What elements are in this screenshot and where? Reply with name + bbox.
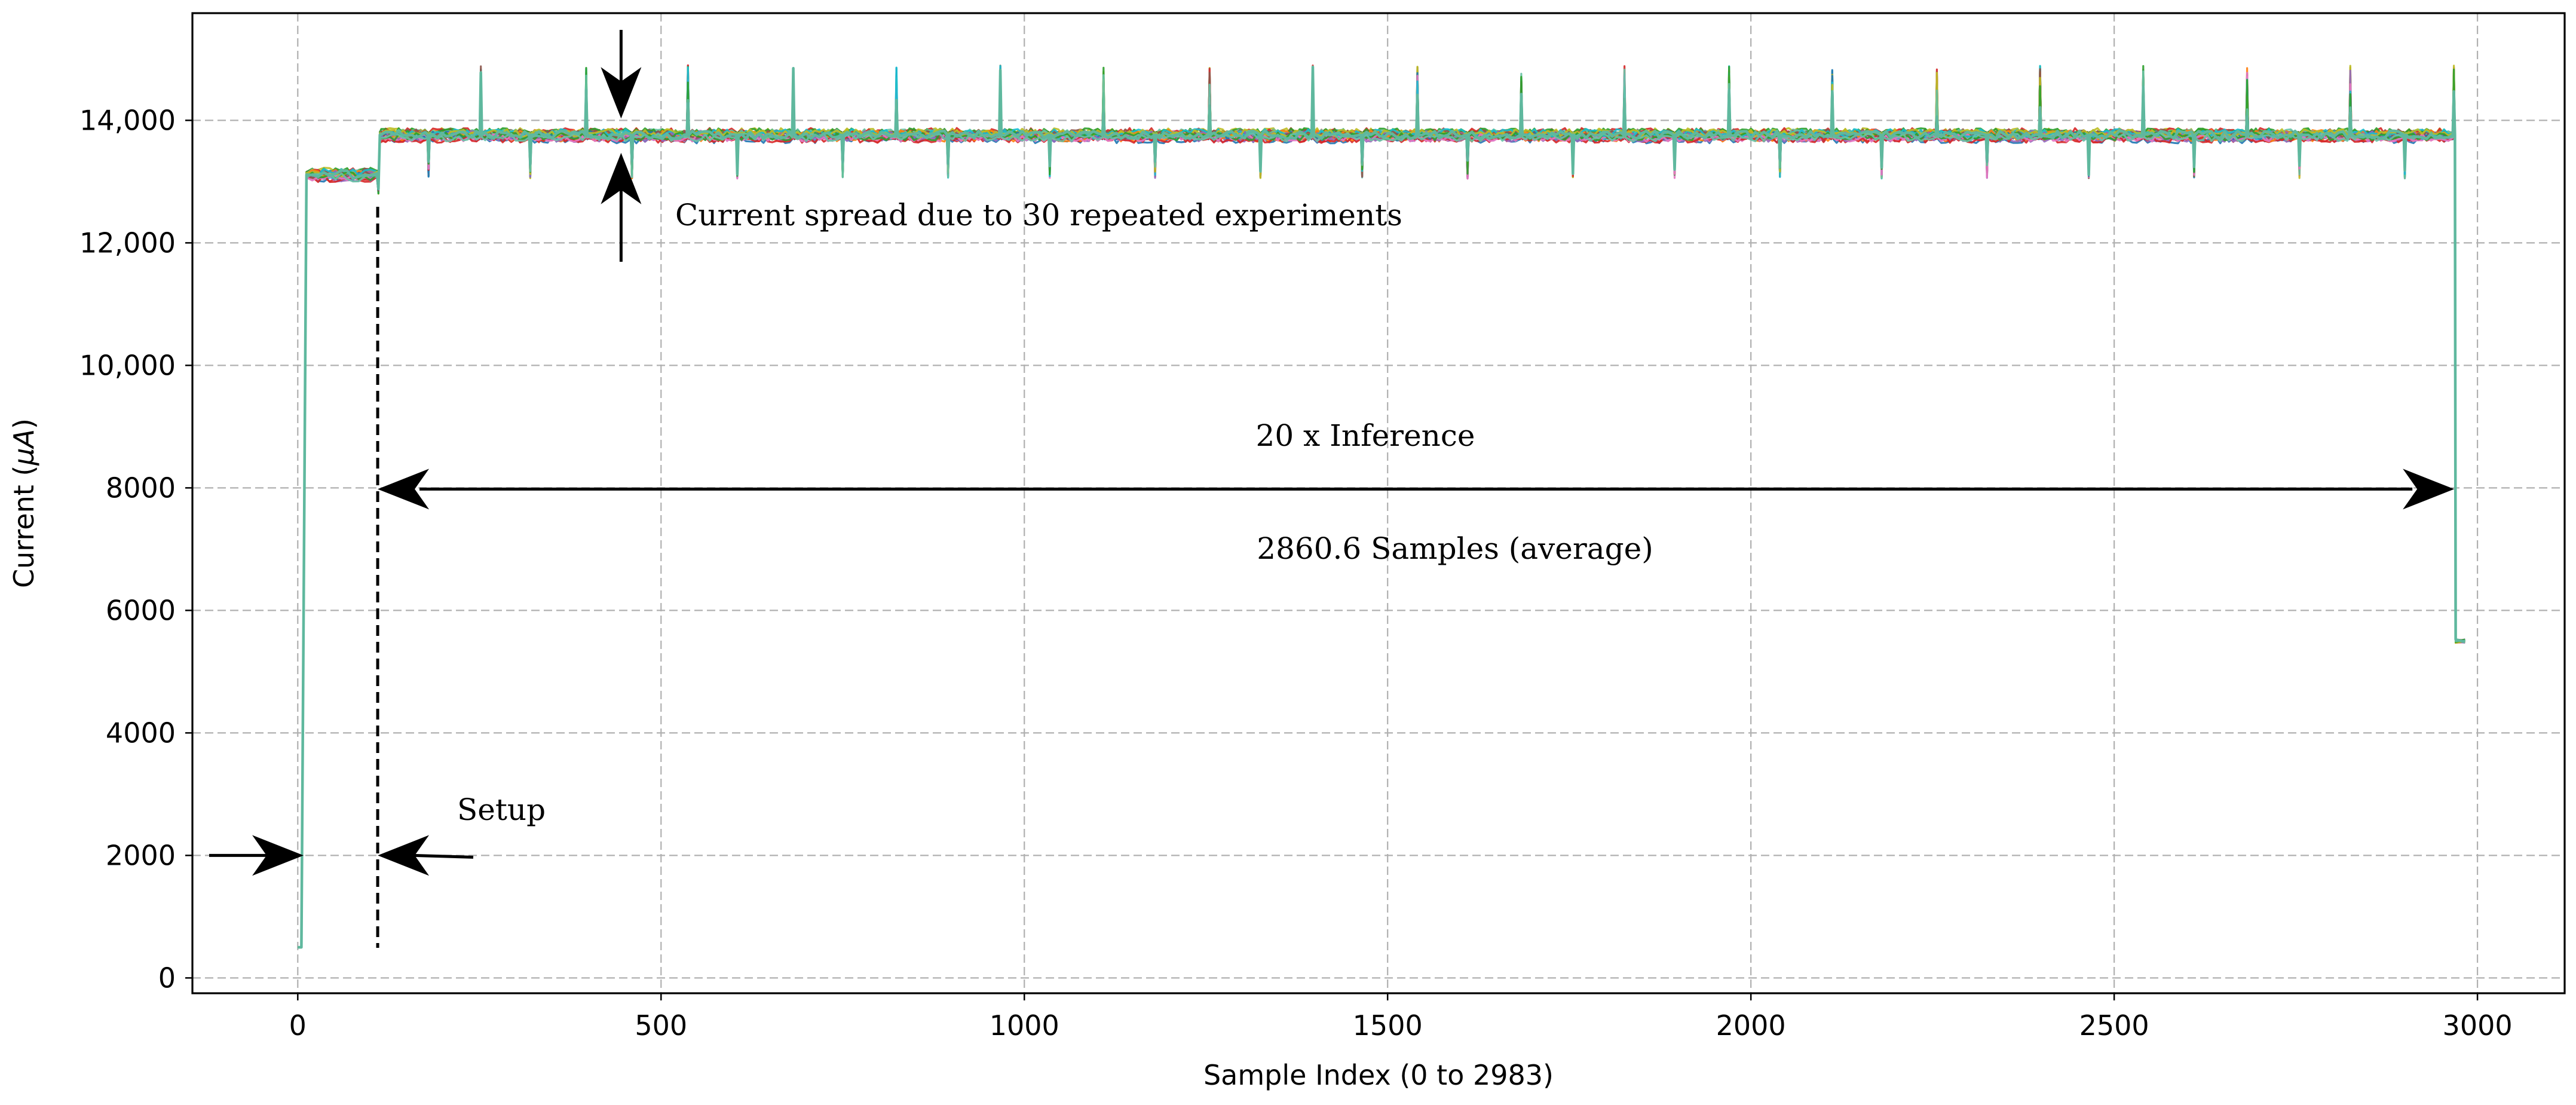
annotations: Current spread due to 30 repeated experi… [209, 30, 2455, 948]
y-axis-label: Current (µA) [8, 418, 40, 588]
y-tick-label: 10,000 [79, 349, 176, 381]
x-tick-label: 0 [289, 1009, 307, 1042]
y-axis-label-mu: µ [8, 448, 40, 466]
setup-arrowhead-right [378, 835, 430, 876]
y-tick-label: 12,000 [79, 226, 176, 259]
series-run-top [298, 65, 2466, 949]
x-tick-label: 500 [635, 1009, 687, 1042]
series-run-27 [298, 65, 2465, 948]
inference-arrowhead-right [2403, 469, 2455, 510]
spread-arrowhead-bottom [601, 152, 642, 204]
x-tick-label: 1000 [990, 1009, 1059, 1042]
y-tick-label: 14,000 [79, 104, 176, 136]
setup-annotation: Setup [457, 792, 546, 827]
y-tick-label: 4000 [106, 717, 176, 749]
samples-annotation: 2860.6 Samples (average) [1257, 531, 1653, 566]
ticks: 0 500 1000 1500 2000 2500 3000 0 2000 4000 6000 800… [79, 104, 2513, 1042]
x-axis-label: Sample Index (0 to 2983) [1203, 1059, 1554, 1091]
x-tick-label: 2500 [2079, 1009, 2149, 1042]
y-axis-label-main: Current ( [8, 466, 40, 588]
y-tick-label: 2000 [106, 839, 176, 871]
setup-arrowhead-left [252, 835, 304, 876]
y-tick-label: 0 [158, 962, 176, 994]
setup-arrow-right-line [413, 853, 474, 859]
axes-frame [191, 12, 2566, 994]
inference-annotation: 20 x Inference [1256, 418, 1475, 453]
y-tick-label: 6000 [106, 594, 176, 626]
y-axis-label-unit: A [8, 429, 40, 449]
x-tick-label: 3000 [2443, 1009, 2513, 1042]
spread-arrowhead-top [601, 67, 642, 119]
grid [192, 13, 2565, 993]
series-group [298, 64, 2466, 949]
spread-annotation: Current spread due to 30 repeated experi… [675, 198, 1402, 232]
x-tick-label: 1500 [1353, 1009, 1423, 1042]
x-tick-label: 2000 [1716, 1009, 1786, 1042]
y-axis-label-close: ) [8, 418, 40, 429]
y-tick-label: 8000 [106, 472, 176, 504]
inference-arrowhead-left [378, 469, 430, 510]
